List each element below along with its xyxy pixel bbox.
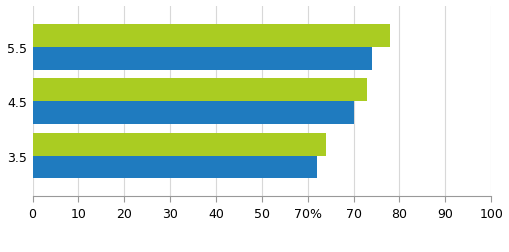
Bar [33,48,371,70]
Bar [33,133,325,156]
Bar [33,156,316,179]
Bar [33,79,366,102]
Bar [33,25,389,48]
Bar [33,102,353,124]
